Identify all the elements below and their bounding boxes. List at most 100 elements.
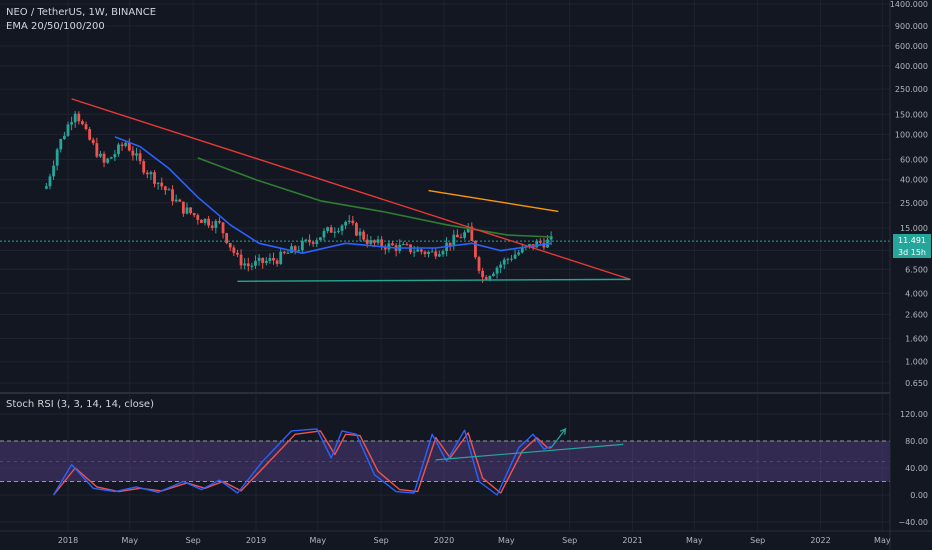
candle-body (124, 142, 128, 146)
rsi-trendline (435, 443, 624, 461)
rsi-tick-label: 120.00 (900, 410, 928, 419)
candle-body (218, 221, 221, 223)
candle-body (290, 246, 293, 253)
candle-body (264, 260, 268, 263)
candle-body (373, 240, 376, 243)
rsi-arrow-shaft (550, 428, 567, 449)
candle-body (463, 232, 467, 238)
candle-body (506, 259, 510, 261)
time-tick-label: May (874, 536, 891, 545)
candle-body (185, 207, 189, 214)
candle-body (70, 122, 74, 125)
candle-body (225, 233, 229, 244)
candle-body (77, 113, 81, 122)
candle-body (549, 236, 553, 240)
candle-body (135, 153, 138, 156)
candle-body (455, 234, 459, 238)
candle-body (232, 247, 236, 253)
price-tick-label: 15.000 (900, 224, 928, 233)
candle-body (459, 237, 463, 239)
candle-body (239, 254, 243, 266)
price-tick-label: 2.600 (905, 311, 928, 320)
candle-body (221, 222, 225, 234)
candle-body (181, 201, 185, 214)
candle-body (200, 219, 203, 223)
candle-body (488, 276, 492, 280)
stoch-rsi-lines (52, 427, 624, 496)
candle-body (167, 189, 171, 191)
time-tick-label: May (310, 536, 327, 545)
countdown-badge (893, 246, 931, 258)
candle-body (499, 264, 503, 268)
price-tick-label: 150.000 (895, 110, 928, 119)
time-tick-label: May (686, 536, 703, 545)
time-axis[interactable]: 2018 May Sep 2019 May Sep 2020 May Sep 2021 May Sep… (58, 536, 891, 545)
time-tick-label: 2018 (58, 536, 78, 545)
candle-body (192, 213, 196, 216)
stoch-rsi-d-line (53, 430, 552, 496)
price-tick-label: 900.000 (895, 22, 928, 31)
candle-body (441, 251, 445, 255)
last-price-badge (893, 234, 931, 246)
price-tick-label: 6.500 (905, 265, 928, 274)
candle-body (254, 260, 257, 266)
price-tick-label: 1.000 (905, 358, 928, 367)
candle-body (412, 251, 416, 253)
price-tick-label: 1400.000 (890, 0, 928, 9)
candle-body (344, 221, 348, 226)
candle-body (95, 143, 99, 157)
price-tick-label: 600.000 (895, 42, 928, 51)
rsi-axis[interactable]: 120.00 80.00 40.00 0.00 −40.00 (898, 410, 928, 527)
candle-body (88, 129, 92, 140)
candle-body (369, 240, 373, 244)
candle-body (484, 277, 488, 280)
candle-body (387, 243, 391, 250)
time-tick-label: May (498, 536, 515, 545)
candle-body (315, 240, 319, 244)
price-badges: 11.491 3d 15h (893, 234, 931, 258)
candle-body (474, 240, 477, 258)
candle-body (178, 199, 182, 202)
candle-body (153, 172, 156, 184)
candle-body (113, 154, 117, 158)
time-tick-label: 2020 (434, 536, 454, 545)
stoch-rsi-legend[interactable]: Stoch RSI (3, 3, 14, 14, close) (6, 399, 154, 410)
price-tick-label: 25.000 (900, 199, 928, 208)
candle-body (358, 231, 362, 236)
candle-body (448, 242, 452, 246)
time-tick-label: 2019 (246, 536, 266, 545)
time-tick-label: Sep (562, 536, 577, 545)
candle-body (163, 186, 167, 191)
symbol-legend[interactable]: NEO / TetherUS, 1W, BINANCE (6, 7, 157, 18)
candle-body (275, 260, 279, 264)
price-tick-label: 4.000 (905, 289, 928, 298)
candle-body (383, 246, 387, 250)
candle-body (419, 249, 423, 252)
candle-body (171, 189, 174, 202)
candle-body (138, 153, 142, 162)
candle-body (160, 182, 164, 187)
candle-body (109, 157, 113, 159)
rsi-tick-label: 40.00 (905, 464, 928, 473)
candle-body (293, 246, 297, 251)
candle-body (502, 259, 506, 265)
candle-body (510, 258, 513, 260)
price-tick-label: 250.000 (895, 85, 928, 94)
candle-body (318, 237, 322, 241)
candle-body (257, 257, 261, 261)
candle-body (117, 144, 120, 155)
candle-body (401, 244, 405, 246)
rsi-tick-label: 80.00 (905, 437, 928, 446)
time-tick-label: Sep (750, 536, 765, 545)
candle-body (214, 221, 218, 228)
candle-body (55, 149, 59, 166)
ema-legend[interactable]: EMA 20/50/100/200 (6, 21, 105, 32)
time-tick-label: 2022 (810, 536, 830, 545)
candle-body (142, 161, 146, 173)
candle-body (311, 242, 315, 244)
candle-body (427, 251, 430, 255)
trendline-support (237, 278, 631, 282)
candle-body (513, 254, 517, 259)
candle-body (517, 252, 521, 255)
